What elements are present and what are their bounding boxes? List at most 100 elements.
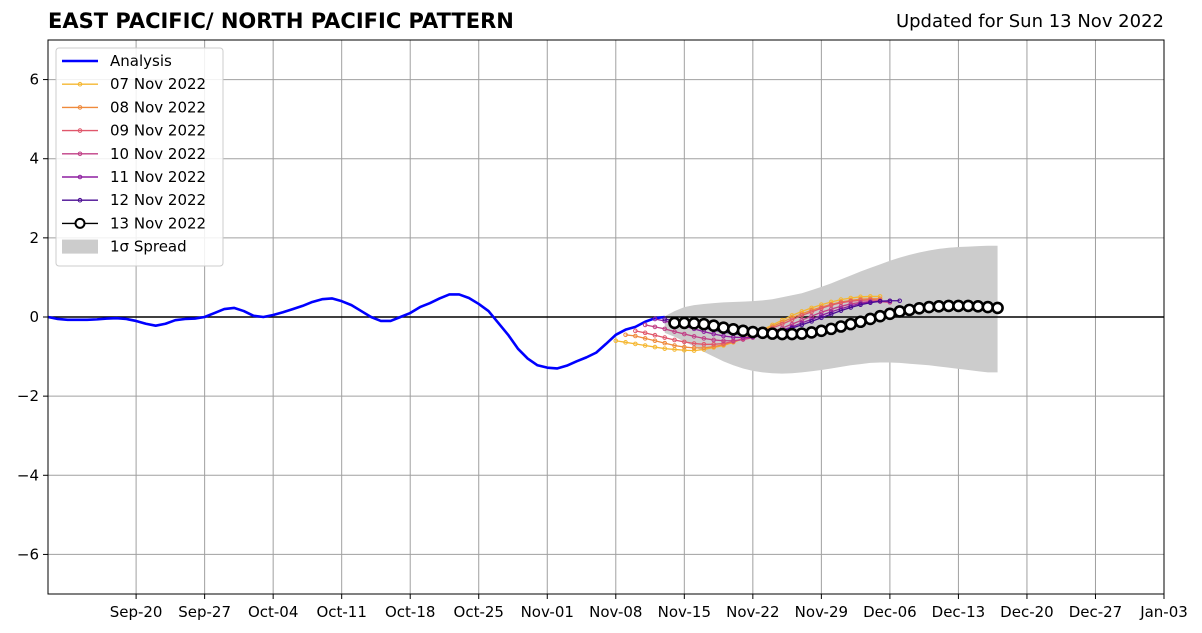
- y-tick-label: 4: [29, 150, 39, 168]
- series: [47, 293, 1004, 370]
- forecast-point: [858, 302, 863, 308]
- forecast-point: [971, 300, 985, 313]
- forecast-point: [691, 334, 697, 339]
- forecast-point: [844, 317, 858, 331]
- legend-marker: [77, 81, 83, 87]
- forecast-point: [893, 305, 906, 318]
- forecast-point: [642, 343, 648, 348]
- y-tick-label: 0: [29, 308, 39, 326]
- forecast-point: [682, 339, 687, 345]
- x-tick-label: Dec-20: [1000, 603, 1054, 621]
- forecast-point: [633, 341, 638, 347]
- legend-marker: [74, 217, 86, 229]
- x-tick-label: Dec-13: [932, 603, 986, 621]
- legend-marker: [77, 128, 83, 133]
- forecast-point: [691, 341, 697, 346]
- x-tick-label: Dec-06: [863, 603, 917, 621]
- forecast-point: [903, 303, 916, 317]
- forecast-point: [662, 335, 668, 340]
- forecast-point: [854, 315, 867, 329]
- forecast-point: [883, 307, 897, 321]
- forecast-point: [623, 340, 628, 345]
- forecast-point: [809, 309, 814, 315]
- forecast-point: [799, 313, 805, 318]
- forecast-point: [652, 338, 658, 344]
- forecast-point: [991, 301, 1004, 315]
- forecast-point: [652, 316, 658, 322]
- y-tick-label: −2: [17, 387, 39, 405]
- forecast-point: [877, 298, 883, 304]
- forecast-point: [721, 341, 726, 346]
- forecast-point: [721, 338, 726, 344]
- legend-marker: [77, 174, 83, 180]
- forecast-point: [662, 326, 668, 332]
- forecast-point: [868, 300, 873, 306]
- forecast-point: [678, 316, 691, 330]
- forecast-point: [662, 316, 668, 322]
- forecast-point: [834, 320, 848, 333]
- legend-label: 1σ Spread: [110, 238, 187, 256]
- legend-marker: [77, 105, 83, 110]
- forecast-point: [652, 332, 658, 338]
- forecast-point: [828, 306, 834, 312]
- forecast-point: [848, 305, 854, 310]
- x-tick-label: Oct-04: [248, 603, 298, 621]
- forecast-point: [932, 300, 946, 313]
- legend-marker: [77, 151, 83, 157]
- forecast-point: [697, 317, 711, 331]
- axis-ticks: Sep-20 Sep-27 Oct-04 Oct-11 Oct-18 Oct-25 Nov-…: [17, 71, 1188, 621]
- y-tick-label: −4: [17, 466, 39, 484]
- forecast-point: [819, 315, 824, 321]
- forecast-point: [687, 317, 701, 330]
- forecast-point: [981, 300, 995, 314]
- legend-label: 08 Nov 2022: [110, 98, 206, 116]
- x-tick-label: Sep-27: [178, 603, 231, 621]
- x-tick-label: Jan-03: [1139, 603, 1188, 621]
- y-tick-label: −6: [17, 545, 39, 563]
- legend-label: 07 Nov 2022: [110, 75, 206, 93]
- x-tick-label: Nov-08: [589, 603, 642, 621]
- forecast-point: [848, 298, 854, 304]
- legend-box: [55, 47, 224, 267]
- legend-label: 11 Nov 2022: [110, 168, 206, 186]
- forecast-point: [805, 326, 818, 339]
- y-tick-label: 6: [29, 71, 39, 89]
- forecast-point: [766, 327, 779, 340]
- forecast-point: [682, 344, 687, 350]
- forecast-point: [736, 324, 750, 338]
- updated-date: Updated for Sun 13 Nov 2022: [895, 11, 1164, 32]
- forecast-point: [652, 344, 658, 350]
- forecast-point: [897, 298, 902, 304]
- analysis-line: [47, 293, 665, 370]
- forecast-point: [828, 311, 834, 317]
- forecast-point: [961, 299, 975, 313]
- legend-label: 13 Nov 2022: [110, 214, 206, 232]
- x-tick-label: Oct-11: [316, 603, 366, 621]
- forecast-point: [799, 322, 805, 328]
- x-tick-label: Oct-25: [454, 603, 504, 621]
- forecast-point: [642, 322, 648, 328]
- legend: Analysis 07 Nov 2022 08 Nov 2022 09 Nov 202…: [55, 47, 224, 267]
- forecast-point: [613, 338, 619, 344]
- x-tick-label: Dec-27: [1069, 603, 1123, 621]
- forecast-point: [912, 301, 926, 315]
- forecast-point: [691, 345, 697, 351]
- forecast-point: [623, 332, 628, 338]
- forecast-point: [789, 317, 795, 323]
- forecast-point: [726, 322, 740, 336]
- forecast-point: [785, 327, 799, 341]
- x-tick-label: Nov-01: [521, 603, 574, 621]
- forecast-point: [707, 319, 720, 333]
- forecast-point: [672, 343, 677, 348]
- forecast-point: [809, 319, 814, 324]
- forecast-point: [887, 298, 893, 304]
- forecast-point: [672, 329, 677, 334]
- forecast-point: [682, 331, 687, 337]
- forecast-point: [662, 340, 668, 346]
- forecast-point: [642, 336, 648, 341]
- forecast-point: [824, 322, 838, 336]
- forecast-point: [652, 324, 658, 330]
- legend-label: Analysis: [110, 52, 172, 70]
- forecast-point: [815, 324, 828, 338]
